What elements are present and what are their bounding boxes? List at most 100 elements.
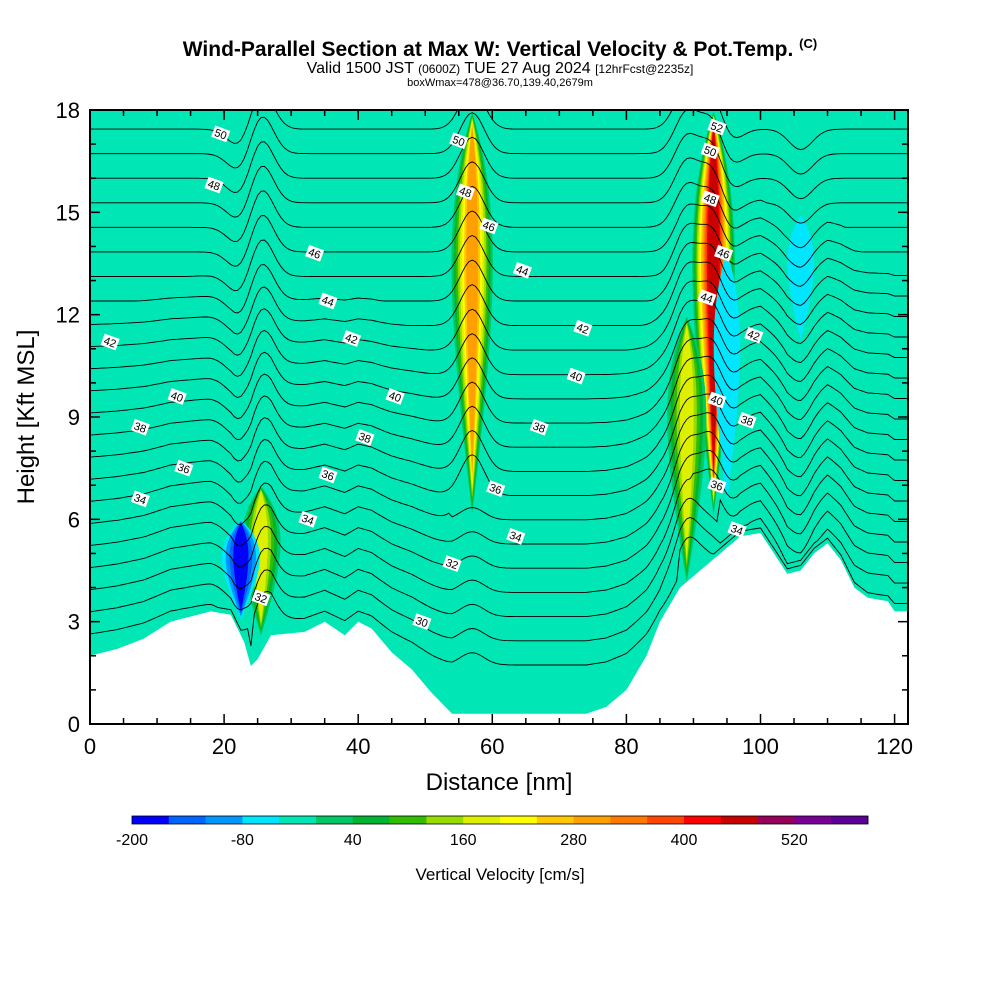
colorbar-swatch [500, 816, 538, 824]
x-tick-label: 60 [480, 734, 504, 759]
colorbar-label: 40 [344, 832, 362, 849]
theta-label-box [204, 176, 224, 194]
downdraft-core [787, 215, 814, 341]
theta-label-box [341, 330, 362, 347]
x-tick-label: 120 [876, 734, 913, 759]
theta-label-text: 34 [508, 530, 524, 545]
colorbar-swatch [610, 816, 648, 824]
y-tick-label: 12 [56, 303, 80, 328]
theta-label: 52 [707, 118, 727, 136]
theta-contour [90, 468, 908, 593]
valid-prefix: Valid 1500 JST [306, 60, 414, 77]
theta-label: 50 [700, 142, 720, 160]
y-tick-label: 9 [68, 405, 80, 430]
theta-label: 34 [298, 510, 318, 528]
theta-label-box [727, 521, 747, 538]
theta-label-box [455, 183, 476, 201]
colorbar-swatch [647, 816, 685, 824]
colorbar-label: -80 [231, 832, 254, 849]
theta-label-text: 36 [709, 478, 725, 493]
theta-label-box [512, 261, 533, 279]
colorbar-frame [131, 815, 869, 825]
theta-label: 36 [707, 476, 727, 494]
theta-contour [90, 318, 908, 400]
colorbar-swatch [463, 816, 501, 824]
box-info: boxWmax=478@36.70,139.40,2679m [407, 77, 593, 89]
terrain-mask [90, 533, 908, 724]
theta-label-text: 42 [575, 322, 591, 337]
theta-label-text: 40 [709, 393, 725, 408]
theta-label-box [486, 480, 506, 498]
theta-label-box [566, 367, 586, 385]
theta-contour [90, 412, 908, 521]
theta-contour [90, 431, 908, 545]
chart-title-text: Wind-Parallel Section at Max W: Vertical… [182, 38, 794, 61]
theta-label: 40 [707, 391, 727, 409]
valid-date: TUE 27 Aug 2024 [464, 60, 591, 77]
theta-label-box [318, 292, 338, 310]
theta-label: 42 [100, 333, 120, 351]
forecast-info: [12hrFcst@2235z] [595, 62, 694, 76]
theta-label-text: 46 [481, 219, 497, 234]
colorbar-label: 400 [671, 832, 698, 849]
theta-contour [90, 527, 908, 666]
theta-label-box [744, 326, 764, 344]
theta-label-text: 38 [531, 420, 547, 435]
theta-label-text: 40 [387, 390, 403, 405]
x-tick-label: 40 [346, 734, 370, 759]
theta-contour [90, 374, 908, 472]
colorbar-swatch [831, 816, 869, 824]
theta-contour [90, 242, 908, 314]
theta-label-box [442, 555, 462, 573]
theta-label: 48 [455, 183, 476, 201]
theta-label-text: 50 [702, 144, 718, 159]
theta-contour [90, 299, 908, 377]
colorbar-swatch [684, 816, 722, 824]
theta-label-box [385, 388, 405, 405]
theta-label-box [167, 388, 187, 405]
colorbar: -200 -80 40 160 280 400 520 [116, 815, 869, 849]
theta-contour-labels: 50 48 46 44 42 42 40 40 38 38 38 38 36 36 36 36 34 34 34 34… [100, 118, 764, 630]
theta-label: 36 [174, 459, 194, 477]
colorbar-label: 520 [781, 832, 808, 849]
x-tick-label: 20 [212, 734, 236, 759]
theta-label-box [100, 333, 120, 351]
theta-label: 38 [529, 418, 549, 436]
x-axis-label: Distance [nm] [426, 769, 573, 796]
theta-label-text: 32 [444, 557, 460, 572]
theta-label: 48 [204, 176, 224, 194]
theta-label-box [573, 319, 593, 337]
theta-label-box [130, 490, 150, 508]
theta-label-text: 38 [357, 431, 373, 446]
colorbar-swatch [132, 816, 170, 824]
theta-label-text: 38 [132, 420, 148, 435]
theta-label-box [700, 142, 720, 160]
theta-label: 40 [167, 388, 187, 405]
colorbar-swatch [205, 816, 243, 824]
theta-label: 44 [697, 289, 717, 306]
theta-label-box [714, 244, 734, 262]
theta-label-box [529, 418, 549, 436]
theta-label-box [251, 589, 271, 607]
colorbar-title: Vertical Velocity [cm/s] [415, 865, 584, 884]
theta-label-text: 44 [699, 291, 715, 306]
theta-contours [90, 110, 908, 666]
theta-label-text: 34 [729, 523, 745, 538]
colorbar-swatch [242, 816, 280, 824]
colorbar-swatch [352, 816, 390, 824]
colorbar-swatch [757, 816, 795, 824]
theta-label: 34 [506, 528, 526, 545]
plot-area: 50 48 46 44 42 42 40 40 38 38 38 38 36 36 36 36 34 34 34 34… [90, 110, 908, 724]
theta-label-text: 36 [320, 468, 336, 483]
updraft-core [254, 490, 268, 624]
theta-label-text: 42 [343, 332, 359, 347]
theta-label: 46 [305, 244, 325, 262]
theta-label: 30 [412, 613, 432, 630]
theta-contour [90, 517, 908, 642]
x-tick-label: 80 [614, 734, 638, 759]
theta-contour [90, 336, 908, 424]
y-tick-label: 0 [68, 712, 80, 737]
colorbar-swatch [573, 816, 611, 824]
y-tick-label: 3 [68, 610, 80, 635]
theta-label: 34 [130, 490, 150, 508]
